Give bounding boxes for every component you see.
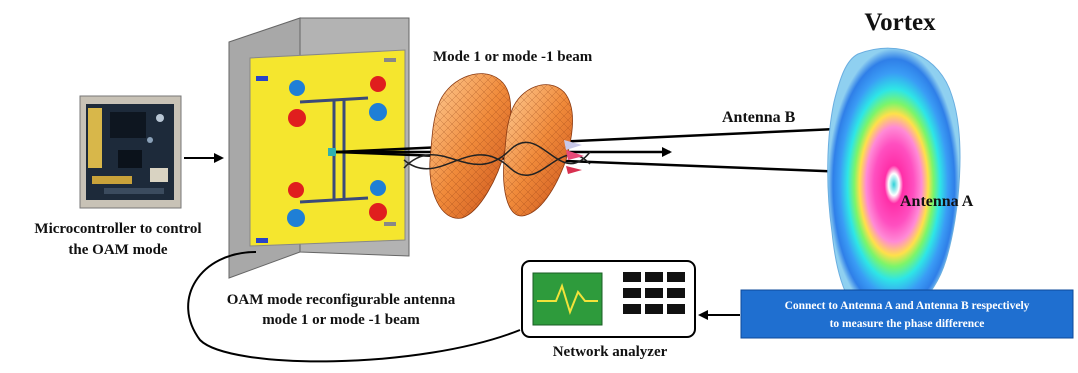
info-box-line1: Connect to Antenna A and Antenna B respe… (785, 300, 1030, 312)
antenna-b-label: Antenna B (722, 109, 796, 126)
beam-label: Mode 1 or mode -1 beam (433, 49, 593, 65)
antenna-cable (187, 251, 521, 363)
oam-antenna-label-line2: mode 1 or mode -1 beam (262, 312, 420, 328)
microcontroller-board (79, 95, 182, 209)
helical-beam (403, 73, 591, 219)
antenna-feed-port (328, 148, 336, 156)
network-analyzer (521, 260, 696, 338)
oam-reconfigurable-antenna (228, 17, 410, 279)
network-analyzer-label: Network analyzer (553, 344, 668, 360)
ray-to-antenna-a (335, 150, 902, 179)
vortex-label: Vortex (864, 9, 936, 36)
analyzer-trace (537, 282, 598, 316)
microcontroller-label-line2: the OAM mode (68, 242, 167, 258)
oam-antenna-label-line1: OAM mode reconfigurable antenna (227, 292, 456, 308)
beam-rays (335, 123, 902, 179)
antenna-a-label: Antenna A (900, 193, 974, 210)
analyzer-screen (532, 272, 603, 326)
info-box: Connect to Antenna A and Antenna B respe… (740, 289, 1074, 339)
ray-to-antenna-b (335, 123, 860, 154)
info-box-line2: to measure the phase difference (830, 318, 985, 330)
vortex-pattern (827, 47, 961, 322)
analyzer-keypad (623, 272, 685, 314)
microcontroller-label-line1: Microcontroller to control (34, 221, 201, 237)
antenna-elements (287, 76, 387, 227)
